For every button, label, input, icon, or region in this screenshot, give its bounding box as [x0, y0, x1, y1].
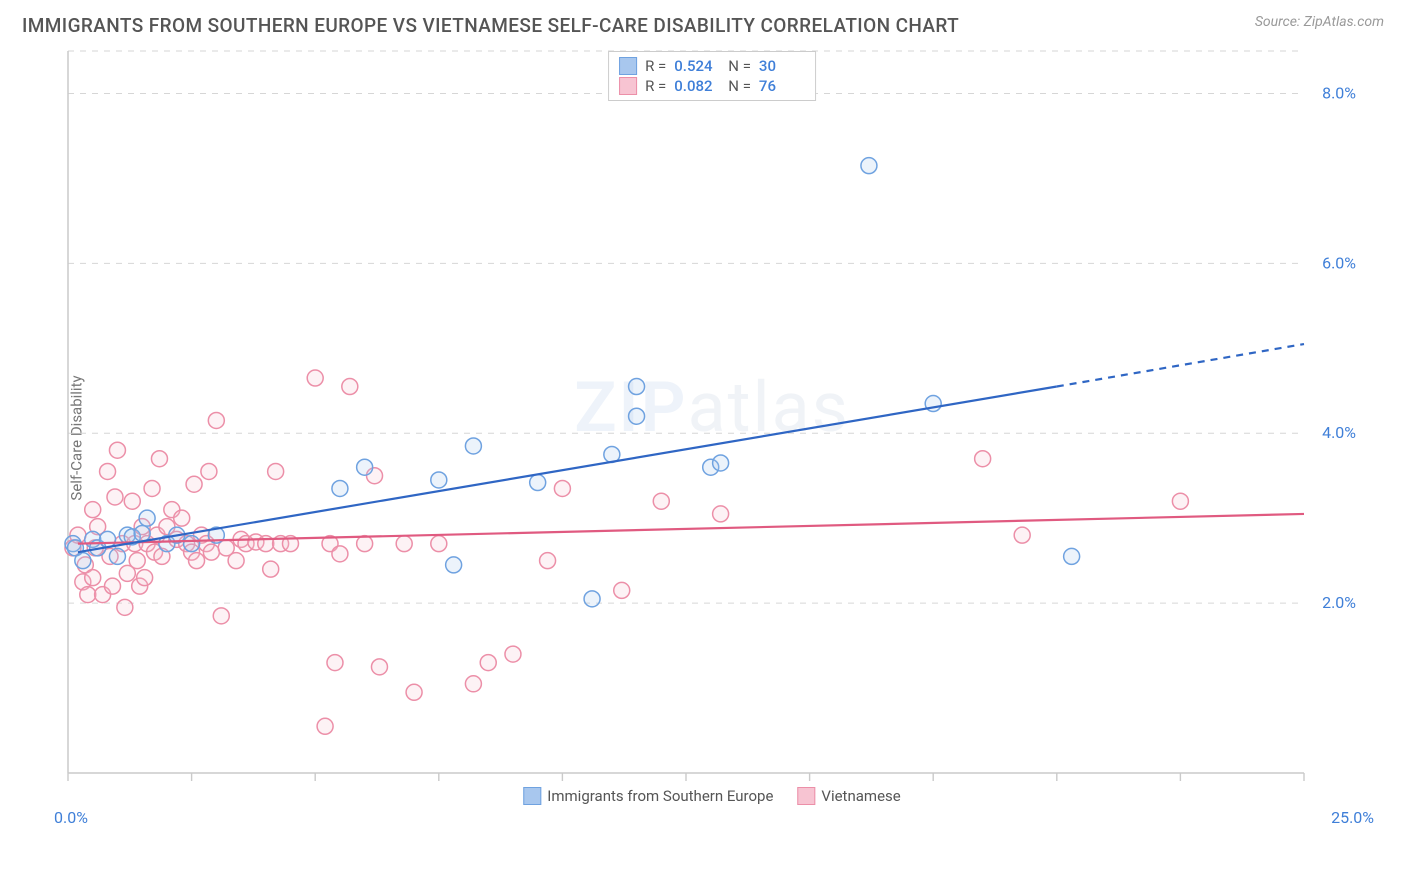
- series-legend-b: Vietnamese: [797, 787, 900, 805]
- series-label-a: Immigrants from Southern Europe: [547, 787, 773, 805]
- r-value-b: 0.082: [674, 77, 720, 95]
- n-label: N =: [728, 57, 751, 75]
- series-swatch-a: [523, 787, 541, 805]
- correlation-legend: R = 0.524 N = 30 R = 0.082 N = 76: [608, 51, 816, 101]
- chart-title: IMMIGRANTS FROM SOUTHERN EUROPE VS VIETN…: [22, 14, 959, 37]
- legend-row-a: R = 0.524 N = 30: [619, 56, 805, 76]
- legend-swatch-a: [619, 57, 637, 75]
- r-label: R =: [645, 57, 666, 75]
- legend-row-b: R = 0.082 N = 76: [619, 76, 805, 96]
- series-swatch-b: [797, 787, 815, 805]
- n-value-a: 30: [759, 57, 805, 75]
- n-label: N =: [728, 77, 751, 95]
- series-legend-a: Immigrants from Southern Europe: [523, 787, 773, 805]
- title-bar: IMMIGRANTS FROM SOUTHERN EUROPE VS VIETN…: [0, 0, 1406, 43]
- legend-swatch-b: [619, 77, 637, 95]
- svg-text:4.0%: 4.0%: [1322, 423, 1356, 442]
- series-label-b: Vietnamese: [821, 787, 900, 805]
- source-label: Source: ZipAtlas.com: [1255, 14, 1384, 30]
- chart-area: Self-Care Disability ZIPatlas 2.0%4.0%6.…: [18, 43, 1388, 833]
- plot-region: ZIPatlas 2.0%4.0%6.0%8.0% R = 0.524 N = …: [62, 43, 1362, 803]
- r-label: R =: [645, 77, 666, 95]
- r-value-a: 0.524: [674, 57, 720, 75]
- scatter-svg: 2.0% 4.0% 6.0% 8.0%: [62, 43, 1362, 803]
- svg-text:2.0%: 2.0%: [1322, 593, 1356, 612]
- svg-text:6.0%: 6.0%: [1322, 253, 1356, 272]
- n-value-b: 76: [759, 77, 805, 95]
- x-max-label: 25.0%: [1331, 808, 1374, 827]
- series-legend: Immigrants from Southern Europe Vietname…: [523, 787, 900, 805]
- x-min-label: 0.0%: [54, 808, 88, 827]
- svg-text:8.0%: 8.0%: [1322, 83, 1356, 102]
